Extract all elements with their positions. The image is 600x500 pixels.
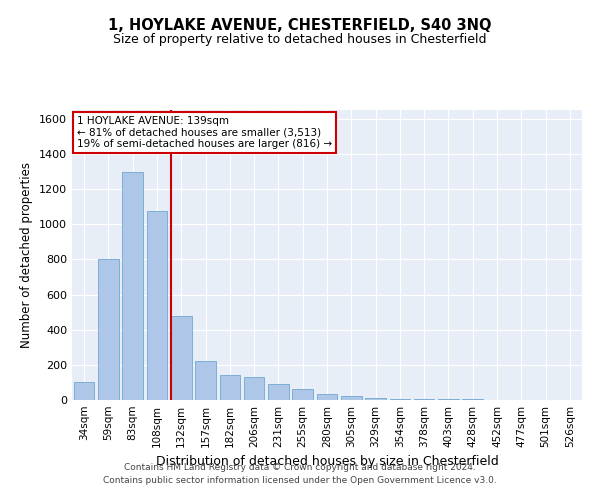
Bar bbox=[98, 260, 119, 400]
Bar bbox=[146, 211, 167, 400]
Bar bbox=[365, 398, 386, 400]
Bar bbox=[195, 362, 216, 400]
Bar bbox=[389, 399, 410, 400]
Bar bbox=[341, 396, 362, 400]
Y-axis label: Number of detached properties: Number of detached properties bbox=[20, 162, 34, 348]
Bar bbox=[74, 382, 94, 400]
Bar bbox=[220, 376, 240, 400]
X-axis label: Distribution of detached houses by size in Chesterfield: Distribution of detached houses by size … bbox=[155, 456, 499, 468]
Bar bbox=[122, 172, 143, 400]
Bar bbox=[244, 377, 265, 400]
Text: 1 HOYLAKE AVENUE: 139sqm
← 81% of detached houses are smaller (3,513)
19% of sem: 1 HOYLAKE AVENUE: 139sqm ← 81% of detach… bbox=[77, 116, 332, 149]
Bar bbox=[171, 316, 191, 400]
Text: 1, HOYLAKE AVENUE, CHESTERFIELD, S40 3NQ: 1, HOYLAKE AVENUE, CHESTERFIELD, S40 3NQ bbox=[108, 18, 492, 32]
Text: Contains HM Land Registry data © Crown copyright and database right 2024.: Contains HM Land Registry data © Crown c… bbox=[124, 464, 476, 472]
Bar bbox=[292, 388, 313, 400]
Bar bbox=[268, 384, 289, 400]
Bar bbox=[317, 394, 337, 400]
Text: Size of property relative to detached houses in Chesterfield: Size of property relative to detached ho… bbox=[113, 32, 487, 46]
Text: Contains public sector information licensed under the Open Government Licence v3: Contains public sector information licen… bbox=[103, 476, 497, 485]
